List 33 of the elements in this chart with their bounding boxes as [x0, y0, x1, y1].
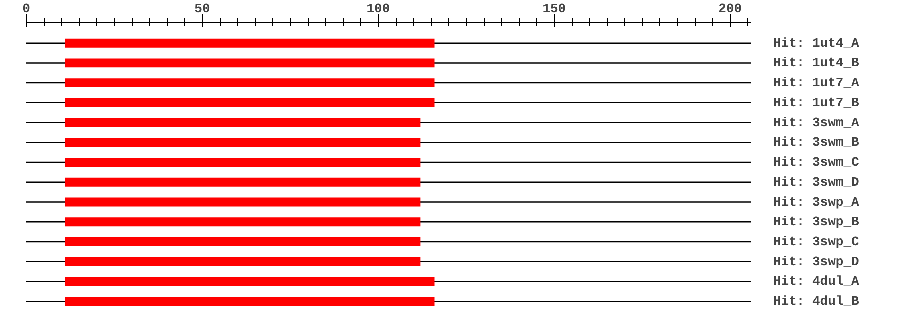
y-tick-label: Hit: 3swm_B: [774, 135, 860, 150]
x-tick-label: 200: [718, 2, 742, 16]
y-tick-label: Hit: 1ut7_A: [774, 76, 860, 91]
y-tick-label: Hit: 3swp_A: [774, 194, 860, 210]
bar: [65, 178, 421, 187]
y-tick-label: Hit: 1ut4_B: [774, 56, 860, 71]
bar: [65, 277, 435, 286]
bar: [65, 98, 435, 108]
bar: [65, 198, 421, 207]
bar: [65, 297, 435, 306]
bar: [65, 238, 421, 246]
bar: [65, 218, 421, 227]
x-tick-label: 0: [22, 2, 31, 16]
bar: [65, 118, 421, 128]
bar: [65, 158, 421, 167]
y-tick-label: Hit: 3swp_C: [774, 234, 860, 250]
y-tick-label: Hit: 1ut4_A: [774, 36, 860, 51]
y-tick-label: Hit: 3swm_D: [774, 174, 860, 190]
y-tick-label: Hit: 3swp_D: [774, 254, 860, 270]
y-tick-label: Hit: 3swm_A: [774, 115, 860, 130]
y-tick-label: Hit: 4dul_A: [774, 274, 860, 290]
bar: [65, 78, 435, 88]
bar: [65, 58, 435, 68]
bar: [65, 38, 435, 48]
y-tick-label: Hit: 3swm_C: [774, 155, 860, 170]
x-tick-label: 50: [194, 2, 210, 16]
y-tick-label: Hit: 4dul_B: [774, 294, 860, 310]
x-tick-label: 100: [366, 2, 390, 16]
x-tick-label: 150: [542, 2, 566, 16]
y-tick-label: Hit: 1ut7_B: [774, 95, 860, 110]
bar: [65, 138, 421, 148]
y-tick-label: Hit: 3swp_B: [774, 214, 860, 230]
bar: [65, 257, 421, 266]
